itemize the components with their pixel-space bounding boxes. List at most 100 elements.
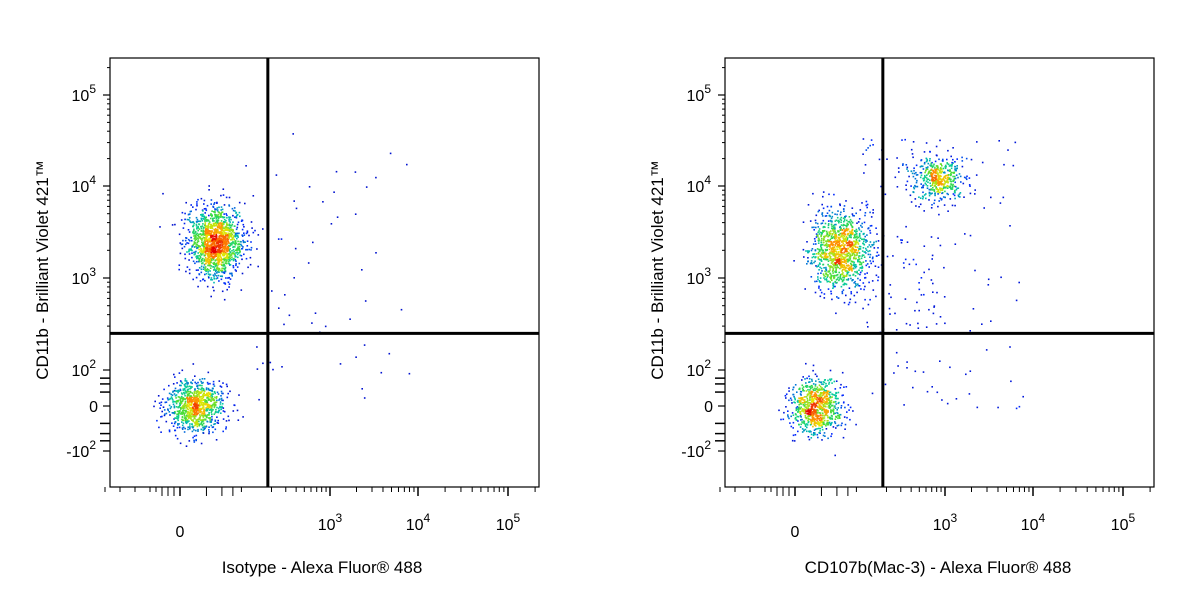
- event-dot: [936, 165, 939, 167]
- event-dot: [827, 405, 830, 407]
- event-dot: [821, 243, 824, 246]
- event-dot: [193, 253, 196, 256]
- event-dot: [177, 396, 180, 398]
- event-dot: [193, 405, 196, 407]
- event-dot: [246, 245, 249, 247]
- event-dot: [787, 410, 789, 412]
- event-dot: [219, 212, 221, 215]
- event-dot: [936, 180, 938, 182]
- event-dot: [221, 403, 224, 405]
- event-dot: [206, 234, 209, 236]
- event-dot: [822, 273, 825, 275]
- event-dot: [825, 410, 828, 413]
- event-dot: [219, 243, 222, 245]
- event-dot: [828, 246, 831, 248]
- event-dot: [938, 200, 940, 202]
- event-dot: [816, 416, 819, 419]
- event-dot: [807, 407, 809, 410]
- event-dot: [831, 248, 833, 250]
- event-dot: [825, 253, 827, 256]
- event-dot: [231, 238, 233, 241]
- event-dot: [838, 254, 840, 256]
- event-dot: [851, 270, 853, 272]
- event-dot: [812, 369, 814, 372]
- event-dot: [202, 278, 205, 280]
- event-dot: [844, 406, 846, 409]
- event-dot: [199, 399, 202, 402]
- event-dot: [192, 399, 194, 402]
- event-dot: [933, 199, 936, 202]
- event-dot: [855, 249, 857, 251]
- event-dot: [216, 221, 219, 224]
- event-dot: [816, 419, 818, 422]
- event-dot: [207, 219, 210, 222]
- event-dot: [852, 214, 854, 217]
- event-dot: [213, 249, 216, 251]
- event-dot: [200, 265, 203, 268]
- event-dot: [849, 258, 852, 260]
- event-dot: [209, 382, 211, 385]
- event-dot: [208, 258, 210, 261]
- event-dot: [219, 403, 222, 405]
- event-dot: [840, 285, 843, 288]
- event-dot: [195, 399, 197, 401]
- event-dot: [169, 414, 171, 416]
- event-dot: [228, 253, 230, 255]
- event-dot: [191, 423, 193, 425]
- event-dot: [198, 259, 201, 262]
- event-dot: [822, 219, 825, 222]
- event-dot: [807, 436, 810, 438]
- event-dot: [845, 215, 847, 217]
- event-dot: [815, 415, 817, 418]
- event-dot: [806, 423, 808, 425]
- event-dot: [846, 254, 849, 257]
- event-dot: [869, 253, 872, 256]
- event-dot: [814, 260, 816, 263]
- event-dot: [232, 209, 235, 212]
- event-dot: [849, 253, 851, 255]
- event-dot: [361, 269, 363, 271]
- event-dot: [856, 291, 858, 294]
- event-dot: [199, 401, 201, 403]
- event-dot: [811, 248, 814, 250]
- plot-frame: [724, 57, 1155, 488]
- event-dot: [849, 274, 852, 277]
- event-dot: [811, 396, 813, 398]
- event-dot: [831, 417, 833, 420]
- event-dot: [222, 243, 225, 245]
- event-dot: [788, 390, 790, 392]
- event-dot: [181, 418, 183, 421]
- event-dot: [841, 256, 844, 258]
- event-dot: [240, 248, 243, 250]
- event-dot: [174, 387, 177, 390]
- event-dot: [938, 178, 941, 181]
- event-dot: [837, 237, 840, 239]
- event-dot: [821, 398, 824, 401]
- event-dot: [174, 394, 177, 397]
- event-dot: [225, 222, 228, 224]
- event-dot: [219, 259, 222, 261]
- event-dot: [942, 167, 945, 170]
- event-dot: [869, 246, 872, 248]
- event-dot: [843, 210, 845, 212]
- event-dot: [875, 295, 877, 298]
- event-dot: [197, 245, 200, 247]
- event-dot: [822, 191, 825, 193]
- event-dot: [826, 420, 829, 422]
- event-dot: [195, 429, 197, 432]
- event-dot: [791, 439, 794, 442]
- event-dot: [196, 422, 198, 425]
- event-dot: [864, 239, 867, 241]
- event-dot: [830, 235, 833, 238]
- event-dot: [838, 279, 840, 282]
- event-dot: [213, 406, 216, 409]
- y-tick-label: 103: [72, 265, 97, 288]
- event-dot: [828, 391, 831, 394]
- event-dot: [856, 270, 858, 273]
- event-dot: [217, 274, 220, 277]
- event-dot: [194, 253, 196, 255]
- event-dot: [225, 426, 227, 428]
- event-dot: [174, 223, 176, 226]
- event-dot: [192, 396, 194, 399]
- event-dot: [821, 439, 823, 441]
